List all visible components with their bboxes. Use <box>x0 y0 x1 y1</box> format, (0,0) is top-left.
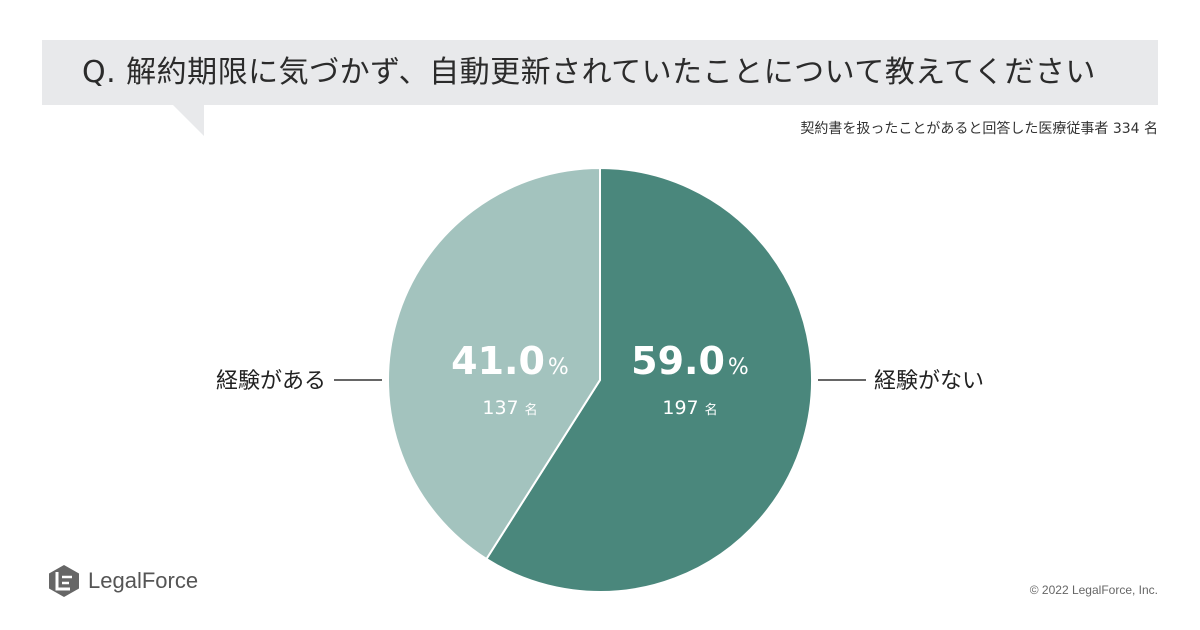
slice-category-label: 経験がある <box>216 369 326 394</box>
question-title: Q. 解約期限に気づかず、自動更新されていたことについて教えてください <box>82 55 1096 90</box>
legalforce-logo: LegalForce <box>48 562 198 600</box>
respondents-note: 契約書を扱ったことがあると回答した医療従事者 334 名 <box>800 121 1158 137</box>
slice-count-label: 197 名 <box>662 397 717 419</box>
pie-slice <box>485 166 813 593</box>
legalforce-logo-icon <box>49 565 79 597</box>
slice-percent-label: 41.0% <box>451 339 569 383</box>
speech-bubble-tail <box>172 104 204 136</box>
slice-count-label: 137 名 <box>482 397 537 419</box>
question-banner <box>42 40 1158 105</box>
logo-wordmark: LegalForce <box>88 568 199 593</box>
copyright-notice: © 2022 LegalForce, Inc. <box>1029 583 1158 597</box>
pie-slice <box>387 166 601 561</box>
slice-percent-label: 59.0% <box>631 339 749 383</box>
slice-category-label: 経験がない <box>874 369 984 394</box>
